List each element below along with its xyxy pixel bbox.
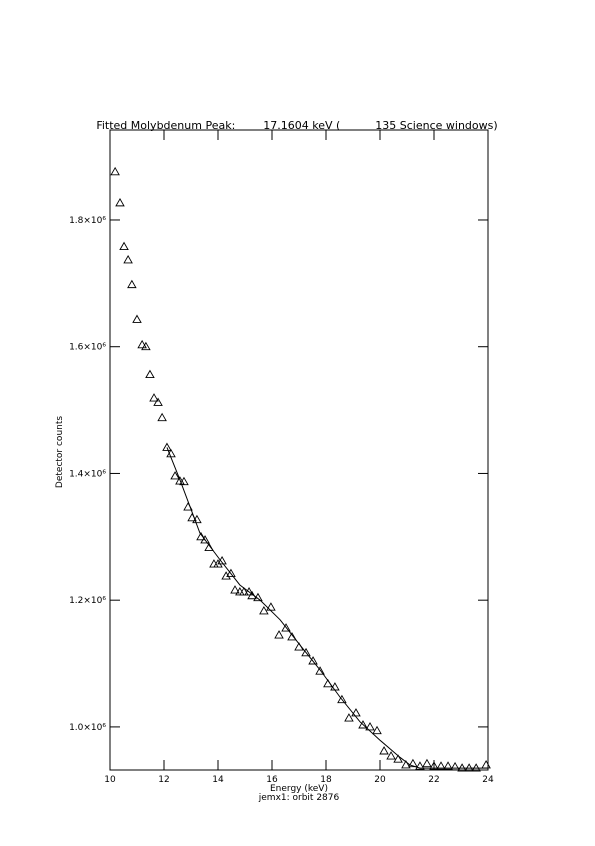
data-point bbox=[149, 393, 159, 402]
data-point bbox=[145, 369, 155, 379]
data-point bbox=[221, 571, 231, 580]
data-point bbox=[281, 623, 291, 632]
data-point bbox=[450, 761, 460, 771]
data-point bbox=[115, 197, 125, 207]
subtitle: jemx1: orbit 2876 bbox=[258, 793, 340, 803]
data-point bbox=[153, 397, 163, 406]
y-tick-label: 1.0×10⁶ bbox=[69, 723, 106, 733]
data-point bbox=[123, 254, 133, 264]
plot-frame bbox=[109, 129, 489, 771]
x-tick-label: 14 bbox=[212, 775, 224, 785]
data-point bbox=[226, 568, 236, 578]
data-point bbox=[179, 476, 189, 486]
data-point bbox=[401, 760, 411, 769]
data-point bbox=[443, 761, 453, 770]
data-point bbox=[274, 630, 284, 639]
data-point bbox=[259, 606, 269, 615]
data-point bbox=[408, 758, 418, 768]
data-point bbox=[119, 241, 129, 251]
data-point bbox=[372, 725, 382, 735]
data-point bbox=[429, 761, 439, 770]
data-point bbox=[157, 412, 167, 422]
data-point bbox=[315, 666, 325, 675]
x-tick-label: 12 bbox=[158, 775, 169, 785]
data-point bbox=[132, 314, 142, 323]
data-point bbox=[287, 632, 297, 641]
data-point bbox=[393, 754, 403, 763]
data-point bbox=[230, 585, 240, 594]
chart-title: Fitted Molybdenum Peak: 17.1604 keV ( 13… bbox=[96, 119, 497, 132]
data-point bbox=[110, 166, 120, 176]
data-point bbox=[436, 761, 446, 770]
data-point bbox=[415, 761, 425, 770]
x-tick-label: 22 bbox=[428, 775, 439, 785]
x-axis-label: Energy (keV) bbox=[270, 784, 328, 794]
x-tick-label: 16 bbox=[266, 775, 278, 785]
data-point bbox=[308, 656, 318, 665]
data-point bbox=[337, 694, 347, 704]
y-tick-label: 1.4×10⁶ bbox=[69, 469, 106, 479]
data-point bbox=[422, 758, 432, 768]
data-point bbox=[127, 279, 137, 289]
data-point bbox=[170, 471, 180, 480]
data-point bbox=[344, 713, 354, 722]
fit-line bbox=[166, 447, 488, 769]
x-tick-label: 24 bbox=[482, 775, 494, 785]
y-tick-label: 1.6×10⁶ bbox=[69, 343, 106, 353]
data-point bbox=[386, 751, 396, 760]
data-point bbox=[141, 341, 151, 351]
x-tick-label: 18 bbox=[320, 775, 332, 785]
data-point bbox=[365, 722, 375, 731]
y-tick-label: 1.2×10⁶ bbox=[69, 596, 106, 606]
data-point bbox=[200, 535, 210, 544]
data-point bbox=[162, 442, 172, 451]
data-point bbox=[137, 339, 147, 349]
data-point bbox=[239, 587, 249, 596]
x-tick-label: 10 bbox=[104, 775, 116, 785]
y-axis-label: Detector counts bbox=[55, 416, 65, 488]
data-point bbox=[358, 720, 368, 729]
data-point bbox=[244, 587, 254, 596]
data-point bbox=[379, 746, 389, 755]
data-point bbox=[351, 708, 361, 717]
y-tick-label: 1.8×10⁶ bbox=[69, 216, 106, 226]
x-tick-label: 20 bbox=[374, 775, 386, 785]
data-point bbox=[301, 647, 311, 657]
